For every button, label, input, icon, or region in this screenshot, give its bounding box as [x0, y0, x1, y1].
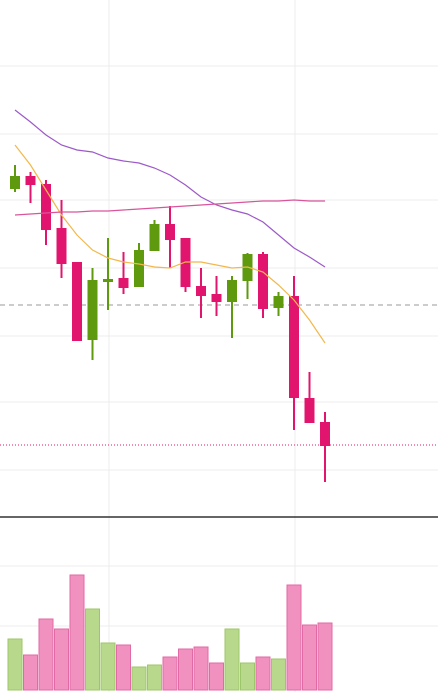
volume-bar: [85, 608, 100, 691]
candle-body: [196, 286, 206, 296]
candle-body: [72, 262, 82, 341]
candle-body: [211, 294, 222, 302]
candle-body: [149, 224, 160, 251]
volume-bar: [131, 666, 147, 691]
volume-bar: [286, 584, 302, 691]
volume-bar: [193, 646, 209, 691]
volume-bar: [7, 638, 23, 691]
volume-bar: [23, 654, 38, 691]
volume-bar: [209, 662, 224, 691]
volume-bar: [69, 574, 85, 691]
volume-bar: [100, 642, 116, 691]
volume-bar: [147, 664, 162, 691]
moving-average-line: [14, 109, 326, 268]
candle-body: [165, 224, 175, 240]
candle-body: [118, 278, 129, 288]
volume-bar: [178, 648, 193, 691]
moving-average-line: [14, 199, 325, 216]
candle-body: [258, 254, 268, 309]
candle-body: [10, 176, 20, 189]
candle-body: [304, 398, 315, 423]
candle-body: [103, 279, 113, 282]
candle-body: [134, 250, 144, 287]
volume-bar: [224, 628, 240, 691]
moving-average-line: [14, 144, 326, 344]
volume-bar: [38, 618, 54, 691]
candle-body: [273, 296, 284, 308]
candle-body: [56, 228, 67, 264]
candle-body: [41, 184, 51, 230]
volume-bar: [271, 658, 286, 691]
volume-bar: [116, 644, 131, 691]
candle-body: [289, 296, 299, 398]
volume-bar: [54, 628, 69, 691]
volume-bar: [302, 624, 317, 691]
candle-body: [227, 280, 237, 302]
candle-body: [87, 280, 98, 340]
volume-bar: [162, 656, 178, 691]
volume-bar: [317, 622, 333, 691]
candle-body: [320, 422, 330, 446]
volume-bar: [240, 662, 255, 691]
volume-bar: [255, 656, 271, 691]
candle-body: [25, 176, 36, 185]
